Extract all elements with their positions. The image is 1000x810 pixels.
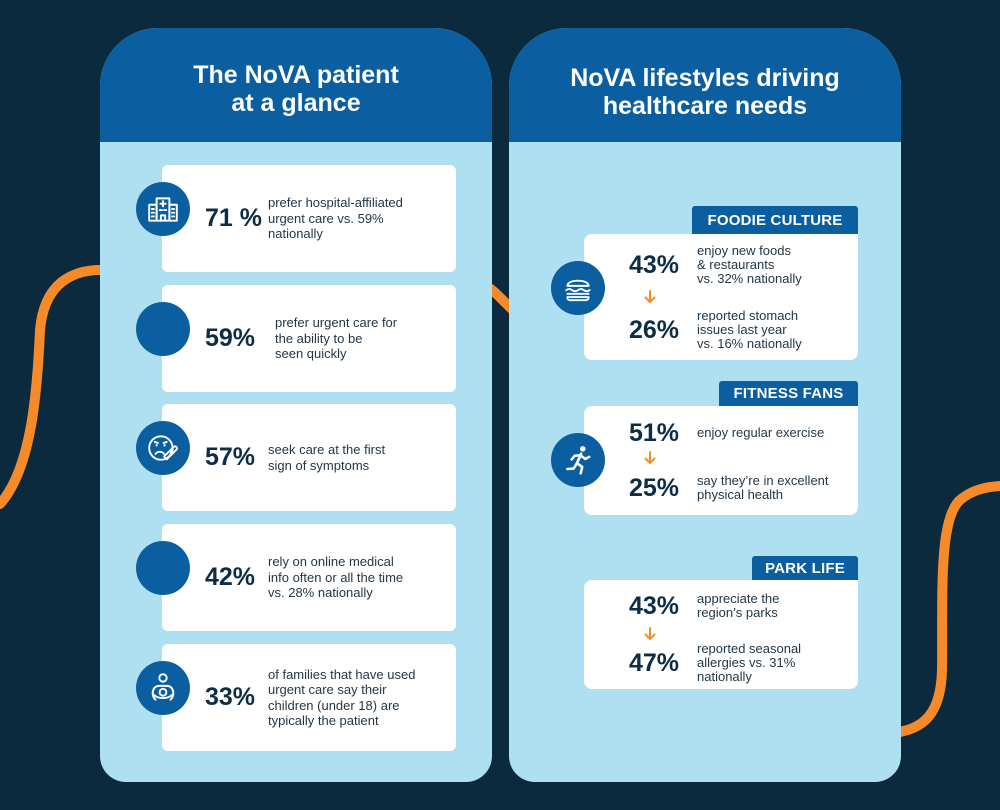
stat-description: seek care at the first sign of symptoms — [268, 442, 386, 473]
stat-value: 51% — [628, 418, 680, 447]
stat-card: 71 % prefer hospital-affiliated urgent c… — [162, 165, 456, 272]
stat-value: 57% — [205, 443, 256, 471]
stat-value: 47% — [628, 648, 680, 677]
section-foodie-culture: FOODIE CULTURE 43% enjoy new foods & res… — [551, 206, 858, 360]
down-arrow-icon — [644, 627, 656, 640]
stat-description: of families that have used urgent care s… — [268, 666, 416, 729]
stat-description: enjoy regular exercise — [697, 425, 825, 440]
icon-badge — [551, 261, 605, 315]
panel-title: NoVA lifestyles driving healthcare needs — [570, 64, 840, 120]
stat-card: 59% prefer urgent care for the ability t… — [162, 285, 456, 392]
orange-wave-left — [0, 264, 113, 509]
section-park-life: PARK LIFE 43% appreciate the region’s pa… — [551, 556, 858, 689]
icon-badge — [136, 182, 190, 236]
stat-row: 25% say they’re in excellent physical he… — [584, 466, 858, 510]
panel-header: The NoVA patient at a glance — [100, 28, 492, 142]
stat-card: 33% of families that have used urgent ca… — [162, 644, 456, 751]
blank-icon-badge — [136, 541, 190, 595]
sick-face-thermometer-icon — [148, 435, 178, 461]
stat-row: 57% seek care at the first sign of sympt… — [136, 404, 456, 511]
stat-card: 42% rely on online medical info often or… — [162, 524, 456, 631]
orange-wave-right — [885, 481, 1000, 738]
stat-row: 42% rely on online medical info often or… — [136, 524, 456, 631]
hospital-icon — [148, 197, 178, 222]
stat-value: 43% — [628, 250, 680, 279]
section-card: 43% appreciate the region’s parks 47% re… — [584, 580, 858, 689]
stat-description: reported stomach issues last year vs. 16… — [697, 308, 802, 351]
stat-row: 43% appreciate the region’s parks — [584, 584, 858, 628]
section-label: PARK LIFE — [752, 556, 858, 580]
section-card: 51% enjoy regular exercise 25% say they’… — [584, 406, 858, 515]
lifestyles-panel: NoVA lifestyles driving healthcare needs… — [509, 28, 901, 782]
stat-value: 33% — [205, 683, 256, 711]
stat-description: say they’re in excellent physical health — [697, 473, 829, 502]
stat-description: prefer hospital-affiliated urgent care v… — [268, 195, 403, 242]
stat-value: 71 % — [205, 204, 262, 232]
stat-row: 26% reported stomach issues last year vs… — [584, 308, 858, 352]
stat-row: 51% enjoy regular exercise — [584, 411, 858, 455]
stat-value: 43% — [628, 591, 680, 620]
section-card: 43% enjoy new foods & restaurants vs. 32… — [584, 234, 858, 360]
parent-child-icon — [151, 673, 175, 701]
blank-icon-badge — [136, 302, 190, 356]
stat-value: 26% — [628, 315, 680, 344]
panel-title: The NoVA patient at a glance — [193, 61, 399, 117]
section-label: FITNESS FANS — [719, 381, 858, 406]
icon-badge — [136, 421, 190, 475]
section-label: FOODIE CULTURE — [692, 206, 858, 234]
icon-badge — [136, 661, 190, 715]
panel-header: NoVA lifestyles driving healthcare needs — [509, 28, 901, 142]
stat-description: enjoy new foods & restaurants vs. 32% na… — [697, 243, 802, 286]
stat-card: 57% seek care at the first sign of sympt… — [162, 404, 456, 511]
down-arrow-icon — [644, 290, 656, 303]
section-fitness-fans: FITNESS FANS 51% enjoy regular exercise … — [551, 381, 858, 515]
running-person-icon — [566, 446, 591, 475]
stat-value: 25% — [628, 473, 680, 502]
stat-description: prefer urgent care for the ability to be… — [275, 315, 398, 362]
patient-at-a-glance-panel: The NoVA patient at a glance 71 % prefer… — [100, 28, 492, 782]
stat-row: 71 % prefer hospital-affiliated urgent c… — [136, 165, 456, 272]
icon-badge — [551, 433, 605, 487]
stat-row: 33% of families that have used urgent ca… — [136, 644, 456, 751]
stat-description: reported seasonal allergies vs. 31% nati… — [697, 641, 802, 684]
stat-row: 59% prefer urgent care for the ability t… — [136, 285, 456, 392]
down-arrow-icon — [644, 451, 656, 464]
stat-description: rely on online medical info often or all… — [268, 554, 404, 601]
stat-description: appreciate the region’s parks — [697, 591, 780, 620]
stat-row: 47% reported seasonal allergies vs. 31% … — [584, 641, 858, 685]
stat-value: 42% — [205, 563, 256, 591]
stat-row: 43% enjoy new foods & restaurants vs. 32… — [584, 243, 858, 287]
stat-value: 59% — [205, 324, 256, 352]
burger-icon — [565, 279, 591, 302]
